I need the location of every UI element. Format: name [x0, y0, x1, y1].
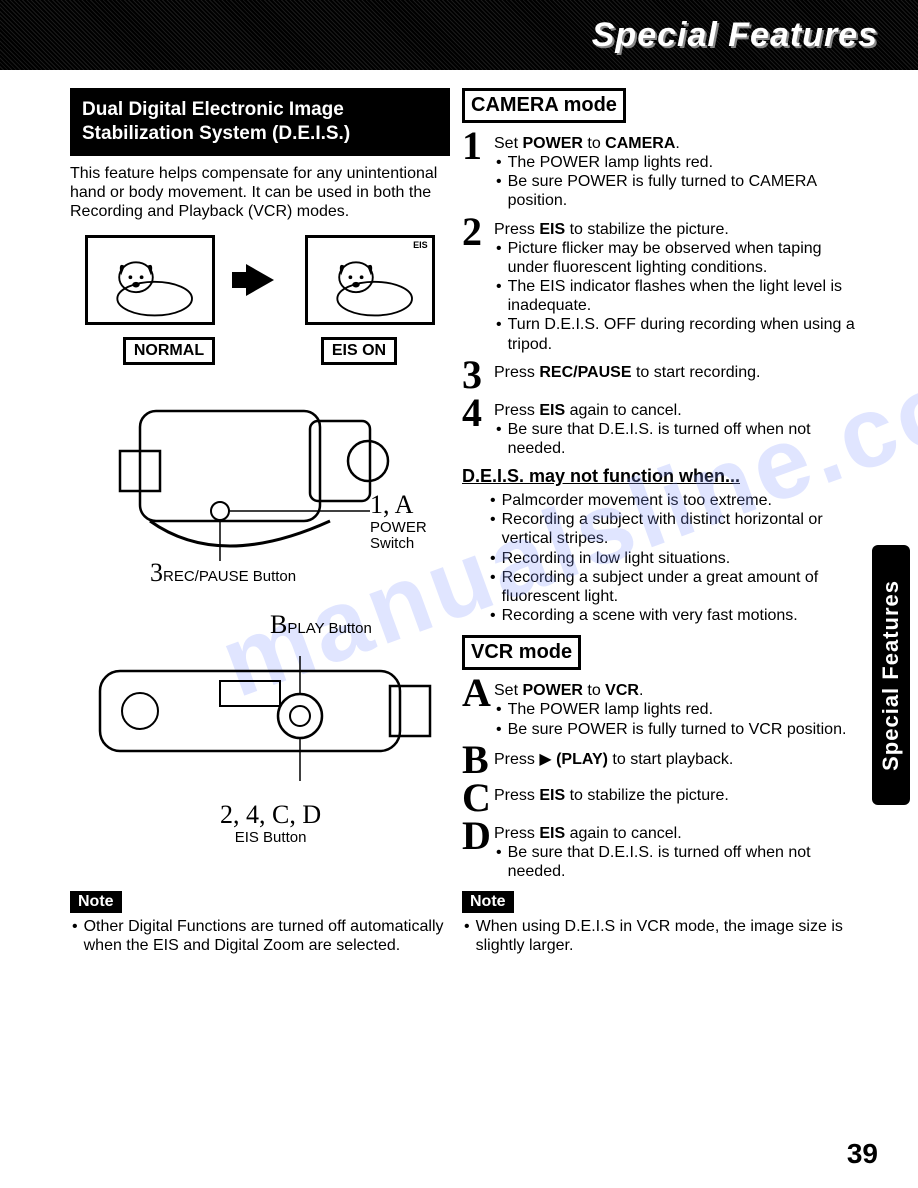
- page-header-banner: Special Features: [0, 0, 918, 70]
- left-note-bullet: Other Digital Functions are turned off a…: [70, 917, 450, 955]
- label-normal: NORMAL: [123, 337, 215, 365]
- step: 3Press REC/PAUSE to start recording.: [462, 358, 862, 392]
- step-title: Press REC/PAUSE to start recording.: [494, 364, 760, 382]
- step-body: Set POWER to CAMERA.The POWER lamp light…: [494, 129, 862, 211]
- vcr-mode-steps: ASet POWER to VCR.The POWER lamp lights …: [462, 676, 862, 881]
- step-title: Set POWER to VCR.: [494, 682, 846, 700]
- step: CPress EIS to stabilize the picture.: [462, 781, 862, 815]
- step: DPress EIS again to cancel.Be sure that …: [462, 819, 862, 881]
- feature-title-line2: Stabilization System (D.E.I.S.): [82, 122, 438, 146]
- camera-diagram-side: 1, A POWER Switch 3REC/PAUSE Button: [70, 381, 450, 581]
- comparison-illustration: EIS: [70, 235, 450, 325]
- dog-normal-icon: [88, 238, 212, 322]
- step-number: 1: [462, 129, 494, 163]
- step: 4Press EIS again to cancel.Be sure that …: [462, 396, 862, 458]
- step-body: Press REC/PAUSE to start recording.: [494, 358, 760, 382]
- callout-3: 3REC/PAUSE Button: [150, 559, 296, 588]
- step: 2Press EIS to stabilize the picture.Pict…: [462, 215, 862, 354]
- step-number: B: [462, 743, 494, 777]
- label-eis-on: EIS ON: [321, 337, 397, 365]
- notwork-list: Palmcorder movement is too extreme.Recor…: [462, 491, 862, 625]
- camera-diagram-top: BPLAY Button 2, 4, C, D EIS Button: [70, 611, 450, 841]
- side-tab-label: Special Features: [878, 580, 904, 771]
- right-note-bullet: When using D.E.I.S in VCR mode, the imag…: [462, 917, 862, 955]
- step-body: Set POWER to VCR.The POWER lamp lights r…: [494, 676, 846, 738]
- step-bullet: The EIS indicator flashes when the light…: [494, 277, 862, 315]
- left-note-block: Note Other Digital Functions are turned …: [70, 891, 450, 955]
- arrow-right-icon: [246, 264, 274, 296]
- step-body: Press EIS again to cancel.Be sure that D…: [494, 396, 862, 458]
- step-bullet: Turn D.E.I.S. OFF during recording when …: [494, 315, 862, 353]
- step: 1Set POWER to CAMERA.The POWER lamp ligh…: [462, 129, 862, 211]
- camcorder-top-icon: [70, 631, 450, 811]
- note-badge: Note: [70, 891, 122, 913]
- right-column: CAMERA mode 1Set POWER to CAMERA.The POW…: [462, 88, 862, 956]
- step-number: 4: [462, 396, 494, 430]
- eis-badge: EIS: [413, 240, 428, 250]
- step-title: Press EIS to stabilize the picture.: [494, 221, 862, 239]
- callout-1a: 1, A POWER Switch: [370, 491, 427, 553]
- step: BPress ▶ (PLAY) to start playback.: [462, 743, 862, 777]
- notwork-heading: D.E.I.S. may not function when...: [462, 466, 862, 487]
- notwork-bullet: Recording a subject with distinct horizo…: [488, 510, 862, 548]
- step-bullet: Picture flicker may be observed when tap…: [494, 239, 862, 277]
- camera-mode-heading: CAMERA mode: [462, 88, 626, 123]
- feature-intro: This feature helps compensate for any un…: [70, 164, 450, 222]
- step-title: Set POWER to CAMERA.: [494, 135, 862, 153]
- page-content: Dual Digital Electronic Image Stabilizat…: [0, 70, 918, 956]
- step-body: Press EIS again to cancel.Be sure that D…: [494, 819, 862, 881]
- step-title: Press EIS to stabilize the picture.: [494, 787, 729, 805]
- camera-mode-steps: 1Set POWER to CAMERA.The POWER lamp ligh…: [462, 129, 862, 458]
- step-bullet: The POWER lamp lights red.: [494, 153, 862, 172]
- vcr-mode-heading: VCR mode: [462, 635, 581, 670]
- step: ASet POWER to VCR.The POWER lamp lights …: [462, 676, 862, 738]
- step-body: Press EIS to stabilize the picture.: [494, 781, 729, 805]
- step-bullet: Be sure that D.E.I.S. is turned off when…: [494, 420, 862, 458]
- step-body: Press EIS to stabilize the picture.Pictu…: [494, 215, 862, 354]
- dog-eis-icon: [308, 238, 432, 322]
- step-bullet: Be sure POWER is fully turned to CAMERA …: [494, 172, 862, 210]
- step-bullet: Be sure that D.E.I.S. is turned off when…: [494, 843, 862, 881]
- dog-eis-box: EIS: [305, 235, 435, 325]
- notwork-bullet: Recording a scene with very fast motions…: [488, 606, 862, 625]
- step-number: 3: [462, 358, 494, 392]
- note-badge-right: Note: [462, 891, 514, 913]
- feature-title: Dual Digital Electronic Image Stabilizat…: [70, 88, 450, 156]
- feature-title-line1: Dual Digital Electronic Image: [82, 98, 438, 122]
- page-title: Special Features: [592, 16, 878, 55]
- step-title: Press ▶ (PLAY) to start playback.: [494, 749, 733, 769]
- page-number: 39: [847, 1138, 878, 1170]
- step-body: Press ▶ (PLAY) to start playback.: [494, 743, 733, 769]
- step-bullet: Be sure POWER is fully turned to VCR pos…: [494, 720, 846, 739]
- notwork-bullet: Recording a subject under a great amount…: [488, 568, 862, 606]
- step-number: 2: [462, 215, 494, 249]
- step-title: Press EIS again to cancel.: [494, 825, 862, 843]
- step-number: C: [462, 781, 494, 815]
- comparison-labels: NORMAL EIS ON: [70, 329, 450, 365]
- callout-24cd: 2, 4, C, D EIS Button: [220, 801, 321, 846]
- dog-normal-box: [85, 235, 215, 325]
- step-bullet: The POWER lamp lights red.: [494, 700, 846, 719]
- notwork-bullet: Recording in low light situations.: [488, 549, 862, 568]
- left-column: Dual Digital Electronic Image Stabilizat…: [70, 88, 450, 956]
- callout-b: BPLAY Button: [270, 611, 372, 640]
- step-number: D: [462, 819, 494, 853]
- notwork-bullet: Palmcorder movement is too extreme.: [488, 491, 862, 510]
- step-title: Press EIS again to cancel.: [494, 402, 862, 420]
- side-tab: Special Features: [872, 545, 910, 805]
- step-number: A: [462, 676, 494, 710]
- right-note-block: Note When using D.E.I.S in VCR mode, the…: [462, 891, 862, 955]
